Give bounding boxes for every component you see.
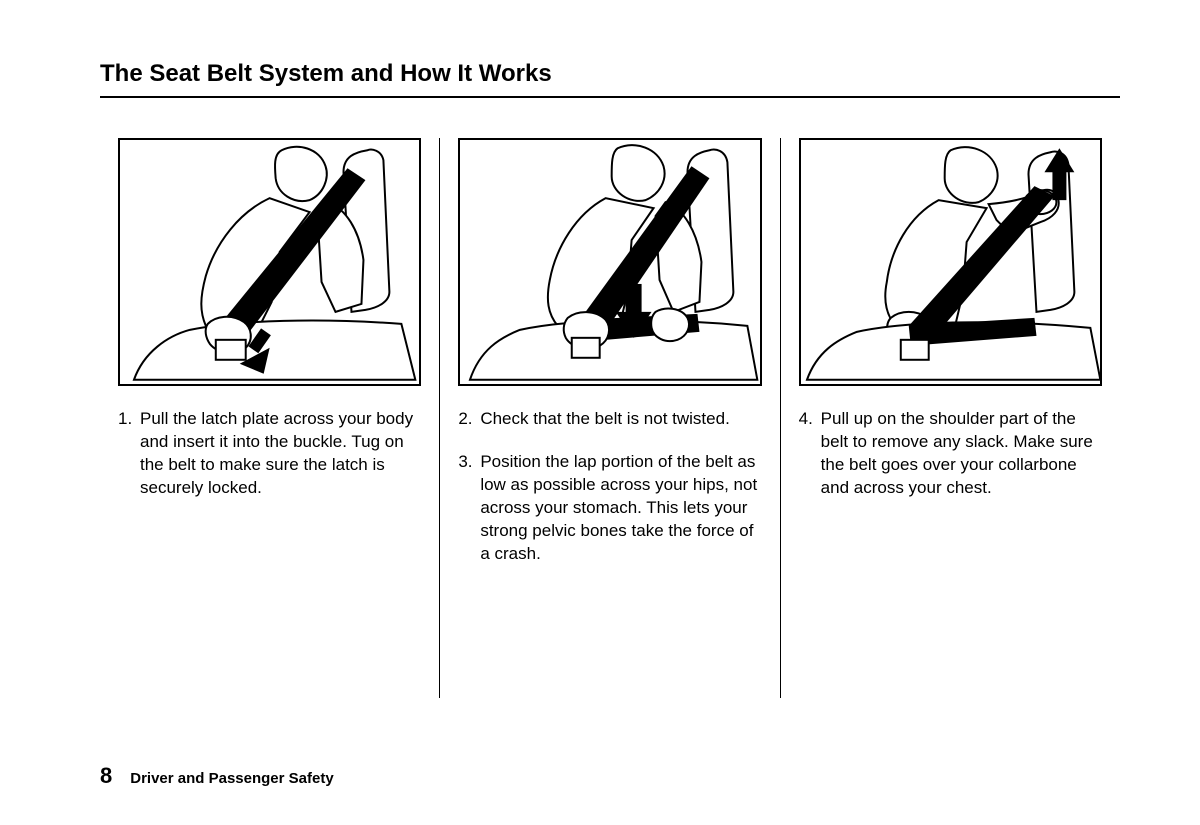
step-4-number: 4. xyxy=(799,408,821,500)
step-2-text: Check that the belt is not twisted. xyxy=(480,408,761,431)
figure-1-illustration xyxy=(120,140,419,384)
manual-page: The Seat Belt System and How It Works xyxy=(0,0,1200,825)
step-3-number: 3. xyxy=(458,451,480,566)
column-1: 1. Pull the latch plate across your body… xyxy=(100,138,439,698)
page-title: The Seat Belt System and How It Works xyxy=(100,60,1120,98)
figure-2-box xyxy=(458,138,761,386)
step-1: 1. Pull the latch plate across your body… xyxy=(118,408,421,500)
columns-row: 1. Pull the latch plate across your body… xyxy=(100,138,1120,698)
column-3: 4. Pull up on the shoulder part of the b… xyxy=(780,138,1120,698)
step-4: 4. Pull up on the shoulder part of the b… xyxy=(799,408,1102,500)
figure-2-illustration xyxy=(460,140,759,384)
figure-3-box xyxy=(799,138,1102,386)
figure-1-box xyxy=(118,138,421,386)
section-label: Driver and Passenger Safety xyxy=(130,770,333,787)
page-footer: 8 Driver and Passenger Safety xyxy=(100,763,334,789)
step-2: 2. Check that the belt is not twisted. xyxy=(458,408,761,431)
step-4-text: Pull up on the shoulder part of the belt… xyxy=(821,408,1102,500)
page-number: 8 xyxy=(100,763,112,789)
column-2: 2. Check that the belt is not twisted. 3… xyxy=(439,138,779,698)
figure-3-illustration xyxy=(801,140,1100,384)
step-3: 3. Position the lap portion of the belt … xyxy=(458,451,761,566)
step-1-number: 1. xyxy=(118,408,140,500)
step-2-number: 2. xyxy=(458,408,480,431)
step-1-text: Pull the latch plate across your body an… xyxy=(140,408,421,500)
step-3-text: Position the lap portion of the belt as … xyxy=(480,451,761,566)
